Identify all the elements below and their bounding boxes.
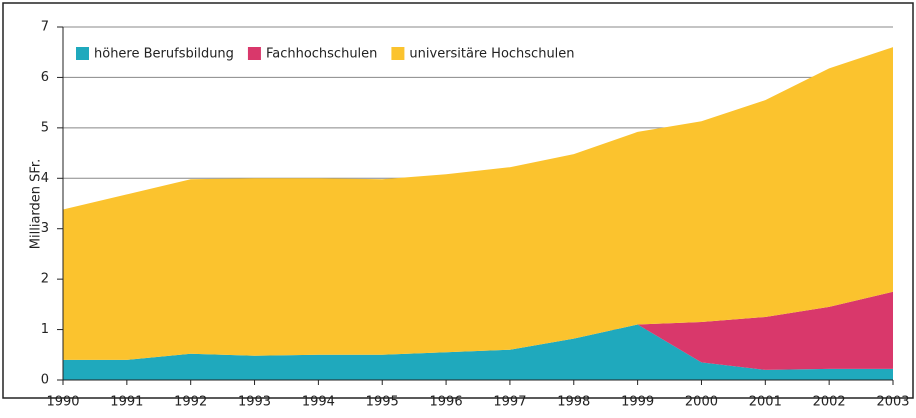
y-tick-label: 6 bbox=[41, 70, 49, 85]
x-tick-label: 1996 bbox=[430, 395, 463, 410]
legend-swatch bbox=[76, 47, 89, 60]
y-tick-label: 1 bbox=[41, 322, 49, 337]
x-tick-label: 1991 bbox=[110, 395, 143, 410]
area bbox=[63, 291, 893, 370]
x-tick-label: 1998 bbox=[557, 395, 590, 410]
x-tick-label: 2003 bbox=[876, 395, 909, 410]
area bbox=[63, 324, 893, 380]
legend-swatch bbox=[247, 47, 261, 60]
x-tick-label: 1995 bbox=[366, 395, 399, 410]
y-tick-label: 5 bbox=[41, 120, 49, 135]
x-tick-label: 1999 bbox=[621, 395, 654, 410]
x-tick-label: 2002 bbox=[813, 395, 846, 410]
y-axis-label: Milliarden SFr. bbox=[29, 159, 44, 249]
x-tick-label: 1997 bbox=[493, 395, 526, 410]
y-tick-label: 4 bbox=[41, 171, 49, 186]
y-tick-label: 3 bbox=[41, 221, 49, 236]
x-tick-label: 1992 bbox=[174, 395, 207, 410]
frame bbox=[2, 2, 914, 399]
x-tick-label: 1993 bbox=[238, 395, 271, 410]
legend-label: Fachhochschulen bbox=[266, 47, 377, 62]
area bbox=[63, 47, 893, 360]
x-tick-label: 1994 bbox=[302, 395, 335, 410]
y-tick-label: 0 bbox=[41, 373, 49, 388]
y-tick-label: 7 bbox=[41, 20, 49, 35]
y-tick-label: 2 bbox=[41, 272, 49, 287]
x-tick-label: 2000 bbox=[685, 395, 718, 410]
legend-label: höhere Berufsbildung bbox=[94, 47, 234, 62]
legend-swatch bbox=[391, 47, 405, 60]
x-tick-label: 1990 bbox=[46, 395, 79, 410]
legend-label: universitäre Hochschulen bbox=[409, 47, 574, 62]
x-tick-label: 2001 bbox=[749, 395, 782, 410]
